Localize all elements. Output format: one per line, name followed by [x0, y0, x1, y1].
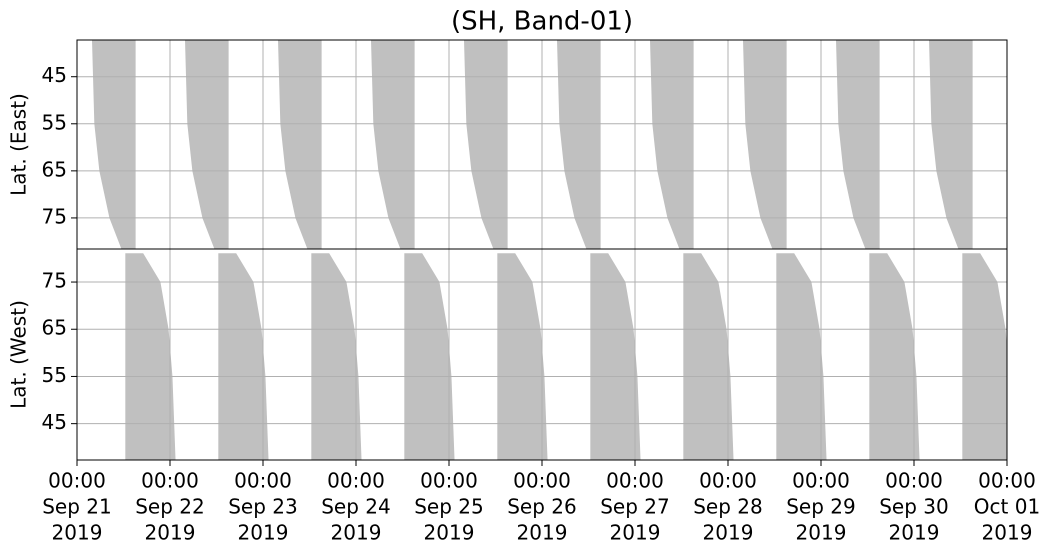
- coverage-swath: [556, 40, 601, 249]
- chart-title: (SH, Band-01): [451, 7, 633, 37]
- x-tick-label: 2019: [238, 521, 289, 545]
- x-tick-label: 2019: [796, 521, 847, 545]
- x-tick-label: 00:00: [234, 469, 292, 493]
- y-tick-label: 55: [42, 110, 67, 134]
- coverage-swath: [683, 253, 734, 460]
- x-tick-label: 00:00: [978, 469, 1036, 493]
- x-tick-label: 00:00: [885, 469, 943, 493]
- coverage-swath: [91, 40, 136, 249]
- coverage-swath: [962, 253, 1007, 460]
- coverage-swath: [125, 253, 176, 460]
- coverage-swath: [590, 253, 641, 460]
- y-tick-label: 45: [42, 410, 67, 434]
- x-tick-label: Sep 27: [600, 495, 670, 519]
- x-tick-label: 00:00: [327, 469, 385, 493]
- coverage-swath: [742, 40, 787, 249]
- x-tick-label: Sep 28: [693, 495, 763, 519]
- x-tick-label: Sep 21: [42, 495, 112, 519]
- coverage-swath: [463, 40, 508, 249]
- y-axis-label: Lat. (East): [7, 93, 31, 196]
- coverage-swath: [649, 40, 694, 249]
- coverage-swath: [184, 40, 229, 249]
- x-tick-label: 2019: [145, 521, 196, 545]
- x-tick-label: 2019: [331, 521, 382, 545]
- x-tick-label: Sep 29: [786, 495, 856, 519]
- coverage-swath: [869, 253, 920, 460]
- x-tick-label: 2019: [889, 521, 940, 545]
- y-tick-label: 55: [42, 363, 67, 387]
- x-tick-label: Sep 26: [507, 495, 577, 519]
- y-tick-label: 65: [42, 316, 67, 340]
- x-tick-label: Sep 25: [414, 495, 484, 519]
- x-tick-label: 2019: [610, 521, 661, 545]
- x-tick-label: 2019: [424, 521, 475, 545]
- y-tick-label: 45: [42, 63, 67, 87]
- x-tick-label: 00:00: [48, 469, 106, 493]
- x-tick-label: 2019: [703, 521, 754, 545]
- y-axis-label: Lat. (West): [7, 300, 31, 409]
- coverage-swath: [835, 40, 880, 249]
- x-tick-label: 2019: [982, 521, 1033, 545]
- x-tick-label: Sep 23: [228, 495, 298, 519]
- x-tick-label: Sep 22: [135, 495, 205, 519]
- coverage-swath: [311, 253, 362, 460]
- x-tick-label: 00:00: [699, 469, 757, 493]
- x-tick-label: 00:00: [792, 469, 850, 493]
- coverage-swath: [928, 40, 973, 249]
- x-tick-label: Sep 24: [321, 495, 391, 519]
- coverage-swath: [776, 253, 827, 460]
- x-tick-label: 00:00: [606, 469, 664, 493]
- plot-area: [91, 40, 973, 249]
- x-tick-label: Oct 01: [974, 495, 1040, 519]
- y-tick-label: 75: [42, 204, 67, 228]
- coverage-swath: [497, 253, 548, 460]
- x-tick-label: Sep 30: [879, 495, 949, 519]
- x-tick-label: 2019: [517, 521, 568, 545]
- coverage-swath: [218, 253, 269, 460]
- y-tick-label: 65: [42, 157, 67, 181]
- coverage-swath: [277, 40, 322, 249]
- x-tick-label: 2019: [52, 521, 103, 545]
- x-tick-label: 00:00: [141, 469, 199, 493]
- plot-area: [125, 253, 1007, 460]
- x-tick-label: 00:00: [420, 469, 478, 493]
- x-tick-label: 00:00: [513, 469, 571, 493]
- coverage-swath: [404, 253, 455, 460]
- coverage-swath: [370, 40, 415, 249]
- y-tick-label: 75: [42, 269, 67, 293]
